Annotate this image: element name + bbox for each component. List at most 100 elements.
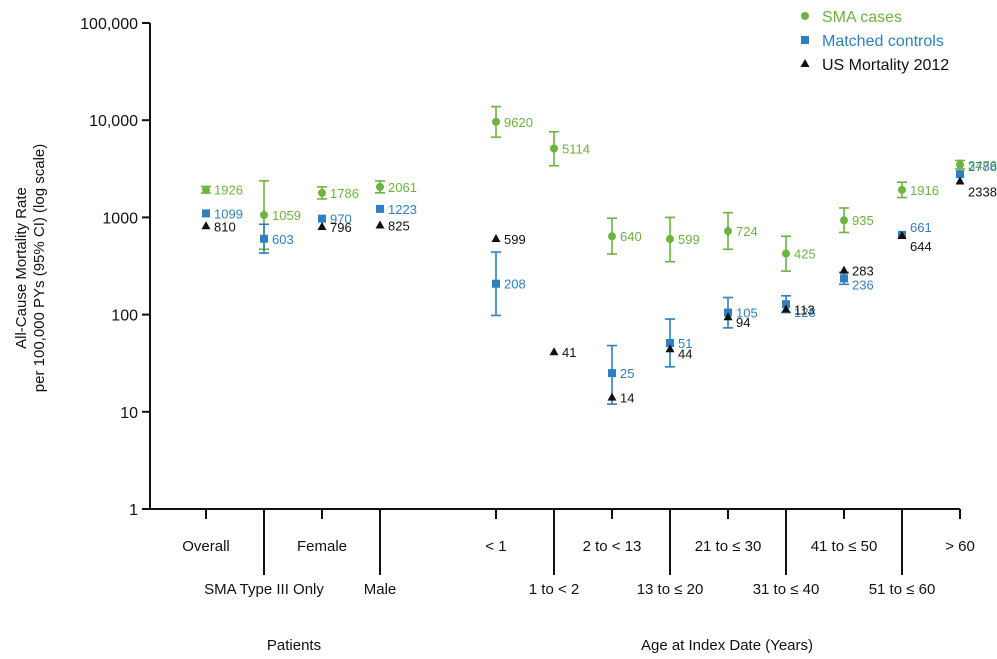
- controls-value-label: 128: [794, 305, 816, 320]
- controls-marker: [318, 214, 326, 223]
- controls-marker: [782, 300, 790, 309]
- controls-value-label: 208: [504, 277, 526, 292]
- sma-marker: [956, 160, 964, 169]
- us-marker: [839, 265, 849, 274]
- controls-value-label: 236: [852, 277, 874, 292]
- us-marker: [723, 312, 733, 321]
- x-category-label: 13 to ≤ 20: [637, 581, 704, 598]
- sma-value-label: 640: [620, 229, 642, 244]
- sma-value-label: 425: [794, 247, 816, 262]
- sma-marker: [376, 182, 384, 191]
- controls-marker: [840, 274, 848, 283]
- x-group-label: Age at Index Date (Years): [641, 637, 813, 654]
- y-axis-label: All-Cause Mortality Rate per 100,000 PYs…: [13, 144, 48, 392]
- sma-value-label: 3476: [968, 158, 997, 173]
- us-value-label: 94: [736, 315, 750, 330]
- x-category-label: Female: [297, 538, 347, 555]
- y-axis-ticks: 1 10 100 1000 10,000 100,000: [80, 16, 150, 519]
- sma-value-label: 1786: [330, 186, 359, 201]
- us-marker: [375, 220, 385, 229]
- us-value-label: 14: [620, 391, 634, 406]
- legend: SMA cases Matched controls US Mortality 20…: [800, 9, 949, 74]
- controls-value-label: 1099: [214, 206, 243, 221]
- controls-value-label: 2788: [968, 159, 997, 174]
- controls-value-label: 1223: [388, 202, 417, 217]
- x-group-label: Patients: [267, 637, 321, 654]
- axes: [149, 23, 960, 510]
- us-marker: [201, 221, 211, 230]
- us-marker: [549, 347, 559, 356]
- us-value-label: 283: [852, 264, 874, 279]
- sma-marker: [608, 232, 616, 241]
- y-tick-label: 100: [111, 308, 138, 325]
- y-axis-label-line2: per 100,000 PYs (95% CI) (log scale): [31, 144, 48, 392]
- legend-controls-label: Matched controls: [822, 33, 944, 50]
- us-value-label: 41: [562, 345, 576, 360]
- y-tick-label: 10: [120, 405, 138, 422]
- us-marker: [491, 234, 501, 243]
- y-tick-label: 1: [129, 502, 138, 519]
- sma-marker: [898, 185, 906, 194]
- x-category-label: SMA Type III Only: [204, 581, 324, 598]
- x-category-label: 31 to ≤ 40: [753, 581, 820, 598]
- sma-marker: [318, 188, 326, 197]
- x-axis-categories: Overall SMA Type III Only Female Male < 1 1 t…: [182, 509, 975, 598]
- sma-marker: [202, 185, 210, 194]
- x-category-label: Male: [364, 581, 397, 598]
- legend-sma-marker: [801, 12, 809, 20]
- us-value-label: 644: [910, 239, 932, 254]
- us-value-label: 44: [678, 346, 692, 361]
- sma-value-label: 724: [736, 224, 758, 239]
- sma-value-label: 2061: [388, 180, 417, 195]
- sma-marker: [724, 227, 732, 236]
- controls-value-label: 970: [330, 212, 352, 227]
- controls-marker: [492, 279, 500, 288]
- controls-value-label: 105: [736, 306, 758, 321]
- controls-value-label: 51: [678, 336, 692, 351]
- sma-value-label: 1059: [272, 208, 301, 223]
- sma-marker: [782, 249, 790, 258]
- us-marker: [607, 392, 617, 401]
- sma-value-label: 1916: [910, 183, 939, 198]
- controls-marker: [608, 369, 616, 378]
- controls-marker: [666, 339, 674, 348]
- legend-us-label: US Mortality 2012: [822, 57, 949, 74]
- x-category-label: < 1: [485, 538, 506, 555]
- sma-marker: [666, 235, 674, 244]
- sma-marker: [260, 210, 268, 219]
- sma-marker: [550, 144, 558, 153]
- us-value-label: 796: [330, 220, 352, 235]
- us-marker: [781, 304, 791, 313]
- controls-marker: [956, 170, 964, 179]
- us-value-label: 2338: [968, 185, 997, 200]
- sma-marker: [492, 117, 500, 126]
- series-sma: 1926 1059 1786 2061 9620 5114 640 599 724 425 935 1…: [201, 105, 997, 272]
- sma-value-label: 1926: [214, 183, 243, 198]
- us-value-label: 825: [388, 219, 410, 234]
- controls-value-label: 661: [910, 220, 932, 235]
- y-tick-label: 100,000: [80, 16, 138, 33]
- y-tick-label: 1000: [102, 210, 138, 227]
- x-category-label: Overall: [182, 538, 230, 555]
- x-category-label: 41 to ≤ 50: [811, 538, 878, 555]
- controls-value-label: 25: [620, 366, 634, 381]
- x-category-label: 1 to < 2: [529, 581, 579, 598]
- us-value-label: 810: [214, 219, 236, 234]
- series-us: 810 796 825 599 41 14 44 94 113 283 644 2338: [201, 176, 997, 406]
- sma-marker: [840, 216, 848, 225]
- us-value-label: 113: [794, 302, 815, 317]
- legend-controls-marker: [801, 36, 809, 44]
- us-value-label: 599: [504, 232, 526, 247]
- x-category-label: 21 to ≤ 30: [695, 538, 762, 555]
- series-controls: 1099 603 970 1223 208 25 51 105 128 236 661 2788: [202, 159, 997, 405]
- us-marker: [955, 176, 965, 185]
- x-category-label: 51 to ≤ 60: [869, 581, 936, 598]
- sma-value-label: 5114: [562, 142, 590, 157]
- x-axis-group-labels: Patients Age at Index Date (Years): [267, 637, 813, 654]
- y-tick-label: 10,000: [89, 113, 138, 130]
- controls-value-label: 603: [272, 232, 294, 247]
- x-category-label: 2 to < 13: [583, 538, 642, 555]
- y-axis-label-line1: All-Cause Mortality Rate: [13, 187, 30, 349]
- us-marker: [317, 222, 327, 231]
